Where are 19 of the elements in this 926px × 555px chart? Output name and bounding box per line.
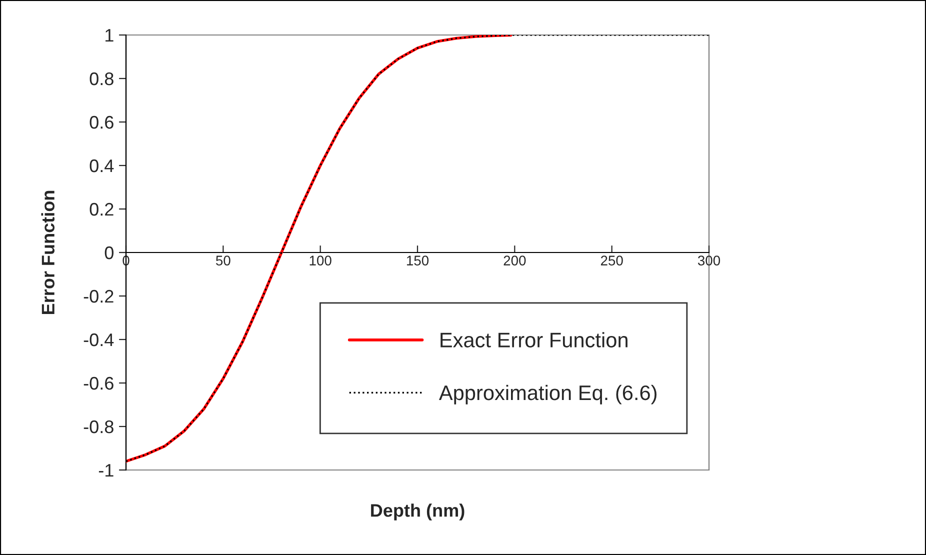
x-tick-label: 50: [216, 256, 230, 266]
y-tick-label: 0.2: [90, 202, 114, 216]
legend-label: Approximation Eq. (6.6): [438, 384, 656, 404]
y-tick-label: 0.6: [90, 116, 114, 129]
x-tick-label: 250: [600, 256, 623, 266]
y-axis-title: Error Function: [41, 190, 55, 314]
y-tick-label: -0.4: [84, 333, 114, 346]
x-tick-label: 200: [504, 256, 526, 266]
x-tick-label: 150: [406, 256, 429, 266]
x-tick-label: 100: [310, 256, 332, 266]
legend-label: Exact Error Function: [440, 332, 628, 348]
y-tick-label: 1: [106, 29, 114, 42]
y-tick-label: 0.8: [90, 72, 114, 86]
y-tick-label: -0.2: [84, 290, 114, 303]
y-tick-label: -0.8: [84, 420, 114, 434]
y-tick-label: 0.4: [90, 159, 114, 172]
y-tick-label: -1: [98, 464, 114, 477]
y-tick-label: -0.6: [84, 376, 114, 390]
x-axis-title: Depth (nm): [371, 504, 464, 520]
